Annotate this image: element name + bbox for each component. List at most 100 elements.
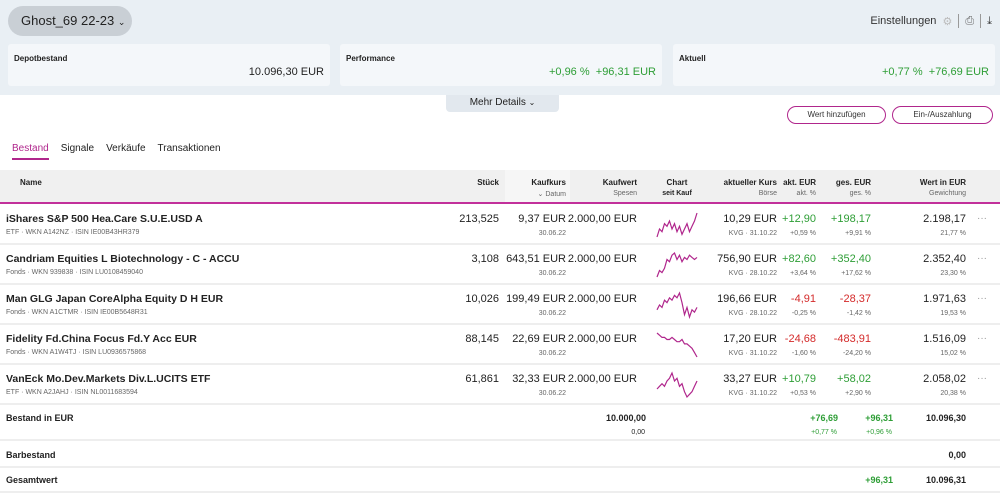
akt-pct: +0,59 % [790, 230, 816, 237]
col-seit-kauf: seit Kauf [662, 190, 692, 197]
col-spesen[interactable]: Spesen [613, 190, 637, 197]
wert: 2.352,40 [923, 253, 966, 265]
position-name[interactable]: Candriam Equities L Biotechnology - C - … [6, 253, 240, 265]
kaufwert: 2.000,00 EUR [567, 253, 637, 265]
kaufdatum: 30.06.22 [538, 270, 566, 277]
akt-eur: -4,91 [790, 293, 816, 305]
more-options-icon[interactable]: ··· [977, 373, 987, 384]
ges-pct: +9,91 % [845, 230, 871, 237]
download-icon[interactable]: ⤓ [987, 14, 992, 27]
kaufwert: 2.000,00 EUR [567, 373, 637, 385]
col-chart: Chart [666, 178, 688, 187]
ges-eur: -28,37 [839, 293, 871, 305]
total-label: Bestand in EUR [6, 413, 74, 423]
kaufdatum: 30.06.22 [538, 390, 566, 397]
ges-pct: -1,42 % [846, 310, 871, 317]
kaufkurs: 199,49 EUR [506, 293, 566, 305]
akt-eur: -24,68 [784, 333, 816, 345]
col-akt-pct[interactable]: akt. % [796, 190, 816, 197]
total-ges-pct: +0,96 % [866, 429, 892, 436]
position-name[interactable]: Man GLG Japan CoreAlpha Equity D H EUR [6, 293, 224, 305]
table-row[interactable]: iShares S&P 500 Hea.Care S.U.E.USD A ETF… [0, 205, 1000, 245]
total-row-bestand: Bestand in EUR 10.000,00 0,00 +76,69 +0,… [0, 405, 1000, 441]
gear-icon[interactable]: ⚙ [942, 15, 953, 28]
col-kurs[interactable]: aktueller Kurs [723, 178, 777, 187]
sparkline-line [656, 212, 698, 238]
total-label: Barbestand [6, 450, 56, 460]
more-options-icon[interactable]: ··· [977, 333, 987, 344]
aktueller-kurs: 17,20 EUR [723, 333, 777, 345]
position-name[interactable]: VanEck Mo.Dev.Markets Div.L.UCITS ETF [6, 373, 211, 385]
sparkline-chart [656, 291, 698, 320]
sparkline-chart [656, 371, 698, 399]
sparkline-chart [656, 212, 698, 238]
card-pct: +0,77 % [881, 66, 923, 78]
akt-pct: -1,60 % [791, 350, 816, 357]
col-ges-eur[interactable]: ges. EUR [835, 178, 871, 187]
col-ges-pct[interactable]: ges. % [849, 190, 871, 197]
card-label: Depotbestand [14, 54, 68, 63]
col-kaufkurs[interactable]: Kaufkurs [531, 178, 566, 187]
col-datum[interactable]: ⌄ Datum [538, 190, 566, 198]
col-boerse[interactable]: Börse [758, 190, 777, 197]
wert: 2.198,17 [923, 213, 966, 225]
stueck: 10,026 [465, 293, 499, 305]
table-row[interactable]: Fidelity Fd.China Focus Fd.Y Acc EUR Fon… [0, 325, 1000, 365]
col-kaufwert[interactable]: Kaufwert [602, 178, 637, 187]
tab-bestand[interactable]: Bestand [12, 143, 49, 160]
card-depotbestand: Depotbestand 10.096,30 EUR [8, 44, 330, 86]
table-row[interactable]: VanEck Mo.Dev.Markets Div.L.UCITS ETF ET… [0, 365, 1000, 405]
total-wert: 0,00 [948, 450, 966, 460]
divider [958, 14, 960, 28]
ges-eur: +198,17 [830, 213, 871, 225]
total-row-barbestand: Barbestand 0,00 [0, 441, 1000, 468]
deposit-withdraw-button[interactable]: Ein-/Auszahlung [892, 106, 993, 124]
table-header: Name Stück Kaufkurs ⌄ Datum Kaufwert Spe… [0, 170, 1000, 204]
col-name[interactable]: Name [20, 178, 42, 187]
akt-eur: +12,90 [782, 213, 816, 225]
table-row[interactable]: Candriam Equities L Biotechnology - C - … [0, 245, 1000, 285]
total-label: Gesamtwert [6, 475, 58, 485]
printer-icon[interactable]: ⎙ [965, 14, 975, 27]
kaufdatum: 30.06.22 [538, 230, 566, 237]
col-stueck[interactable]: Stück [477, 178, 499, 187]
total-akt-eur: +76,69 [810, 413, 838, 423]
akt-pct: +0,53 % [790, 390, 816, 397]
total-kaufwert: 10.000,00 [605, 413, 646, 423]
card-eur: +96,31 EUR [595, 66, 656, 78]
summary-band: Ghost_69 22-23 ⌄ Einstellungen ⚙ ⎙ ⤓ Dep… [0, 0, 1000, 95]
table-row[interactable]: Man GLG Japan CoreAlpha Equity D H EUR F… [0, 285, 1000, 325]
aktueller-kurs: 10,29 EUR [723, 213, 777, 225]
aktueller-kurs: 756,90 EUR [717, 253, 777, 265]
depot-selector[interactable]: Ghost_69 22-23 ⌄ [8, 6, 132, 36]
ges-pct: -24,20 % [842, 350, 871, 357]
sparkline-line [656, 291, 698, 320]
position-meta: Fonds · WKN A1CTMR · ISIN IE00B5648R31 [6, 309, 148, 316]
position-name[interactable]: iShares S&P 500 Hea.Care S.U.E.USD A [6, 213, 203, 225]
tab-transaktionen[interactable]: Transaktionen [157, 143, 221, 154]
col-akt-eur[interactable]: akt. EUR [783, 178, 816, 187]
total-akt-pct: +0,77 % [811, 429, 837, 436]
col-datum-label: Datum [545, 191, 566, 198]
sparkline-line [656, 332, 698, 358]
more-options-icon[interactable]: ··· [977, 213, 987, 224]
more-options-icon[interactable]: ··· [977, 253, 987, 264]
position-name[interactable]: Fidelity Fd.China Focus Fd.Y Acc EUR [6, 333, 197, 345]
more-options-icon[interactable]: ··· [977, 293, 987, 304]
wert: 1.971,63 [923, 293, 966, 305]
wert: 1.516,09 [923, 333, 966, 345]
card-pct: +0,96 % [548, 66, 590, 78]
boerse: KVG · 28.10.22 [728, 310, 777, 317]
akt-eur: +82,60 [782, 253, 816, 265]
col-gewichtung[interactable]: Gewichtung [929, 190, 966, 197]
col-wert[interactable]: Wert in EUR [919, 178, 966, 187]
tab-signale[interactable]: Signale [60, 143, 95, 154]
kaufkurs: 22,69 EUR [512, 333, 566, 345]
sparkline-chart [656, 251, 698, 278]
tab-verkaeufe[interactable]: Verkäufe [106, 143, 146, 154]
kaufkurs: 643,51 EUR [506, 253, 566, 265]
card-performance: Performance +0,96 % +96,31 EUR [340, 44, 662, 86]
add-value-button[interactable]: Wert hinzufügen [787, 106, 886, 124]
settings-link[interactable]: Einstellungen [870, 15, 937, 27]
more-details-button[interactable]: Mehr Details ⌄ [446, 95, 559, 112]
